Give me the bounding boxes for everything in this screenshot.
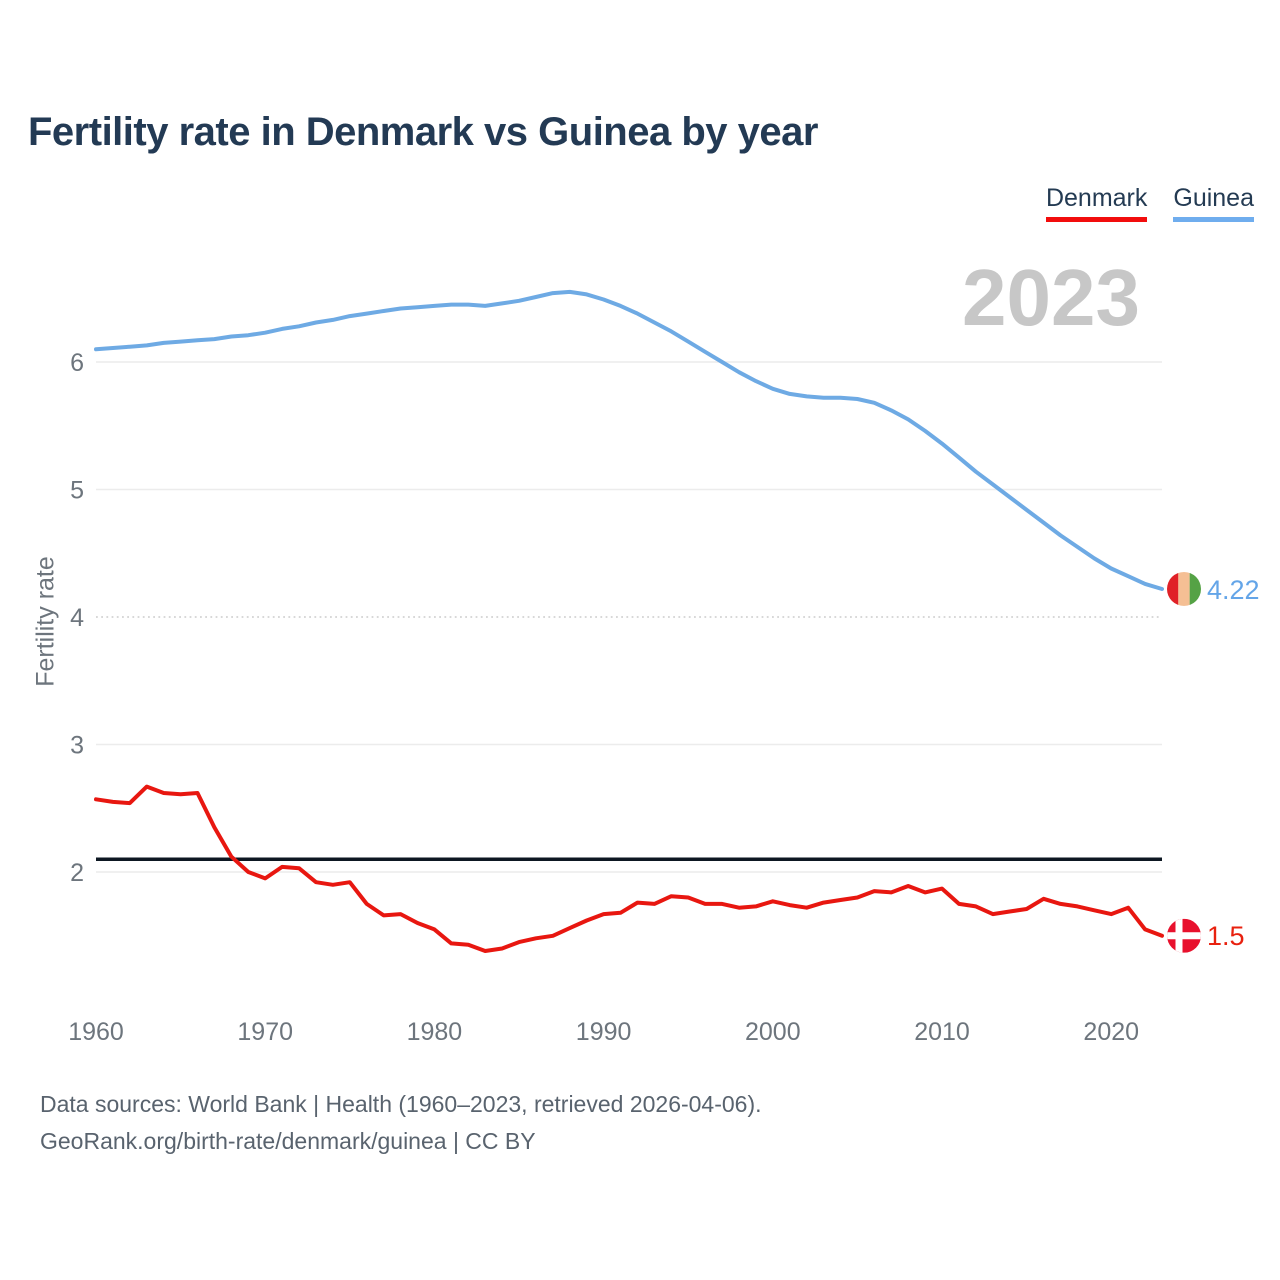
x-tick-1990: 1990 bbox=[576, 1018, 632, 1046]
page-title: Fertility rate in Denmark vs Guinea by y… bbox=[28, 110, 818, 154]
footer: Data sources: World Bank | Health (1960–… bbox=[40, 1086, 762, 1160]
axis-tick-labels: 2 3 4 5 6 1960 1970 1980 1990 2000 2010 2020 bbox=[68, 349, 1139, 1046]
x-tick-1970: 1970 bbox=[237, 1018, 293, 1046]
x-tick-2010: 2010 bbox=[914, 1018, 970, 1046]
fertility-line-chart[interactable]: 2 3 4 5 6 1960 1970 1980 1990 2000 2010 2020 bbox=[0, 0, 1280, 1080]
legend-item-guinea[interactable]: Guinea bbox=[1173, 184, 1254, 222]
y-tick-5: 5 bbox=[70, 477, 84, 505]
legend-item-denmark[interactable]: Denmark bbox=[1045, 184, 1148, 222]
denmark-line bbox=[94, 784, 1164, 953]
footer-source-line: Data sources: World Bank | Health (1960–… bbox=[40, 1091, 762, 1117]
footer-attribution-line: GeoRank.org/birth-rate/denmark/guinea | … bbox=[40, 1128, 536, 1154]
guinea-line bbox=[94, 289, 1164, 591]
legend: Denmark Guinea bbox=[1045, 184, 1254, 222]
gridlines bbox=[96, 361, 1162, 873]
x-tick-1960: 1960 bbox=[68, 1018, 124, 1046]
y-tick-2: 2 bbox=[70, 859, 84, 887]
x-tick-2020: 2020 bbox=[1083, 1018, 1139, 1046]
denmark-end-value-label: 1.5 bbox=[1207, 921, 1245, 951]
x-tick-2000: 2000 bbox=[745, 1018, 801, 1046]
y-tick-6: 6 bbox=[70, 349, 84, 377]
x-tick-1980: 1980 bbox=[407, 1018, 463, 1046]
guinea-end-value-label: 4.22 bbox=[1207, 575, 1260, 605]
guinea-flag-icon bbox=[1167, 571, 1201, 606]
y-tick-3: 3 bbox=[70, 732, 84, 760]
denmark-flag-icon bbox=[1167, 918, 1201, 953]
year-watermark: 2023 bbox=[962, 253, 1140, 342]
y-tick-4: 4 bbox=[70, 604, 84, 632]
